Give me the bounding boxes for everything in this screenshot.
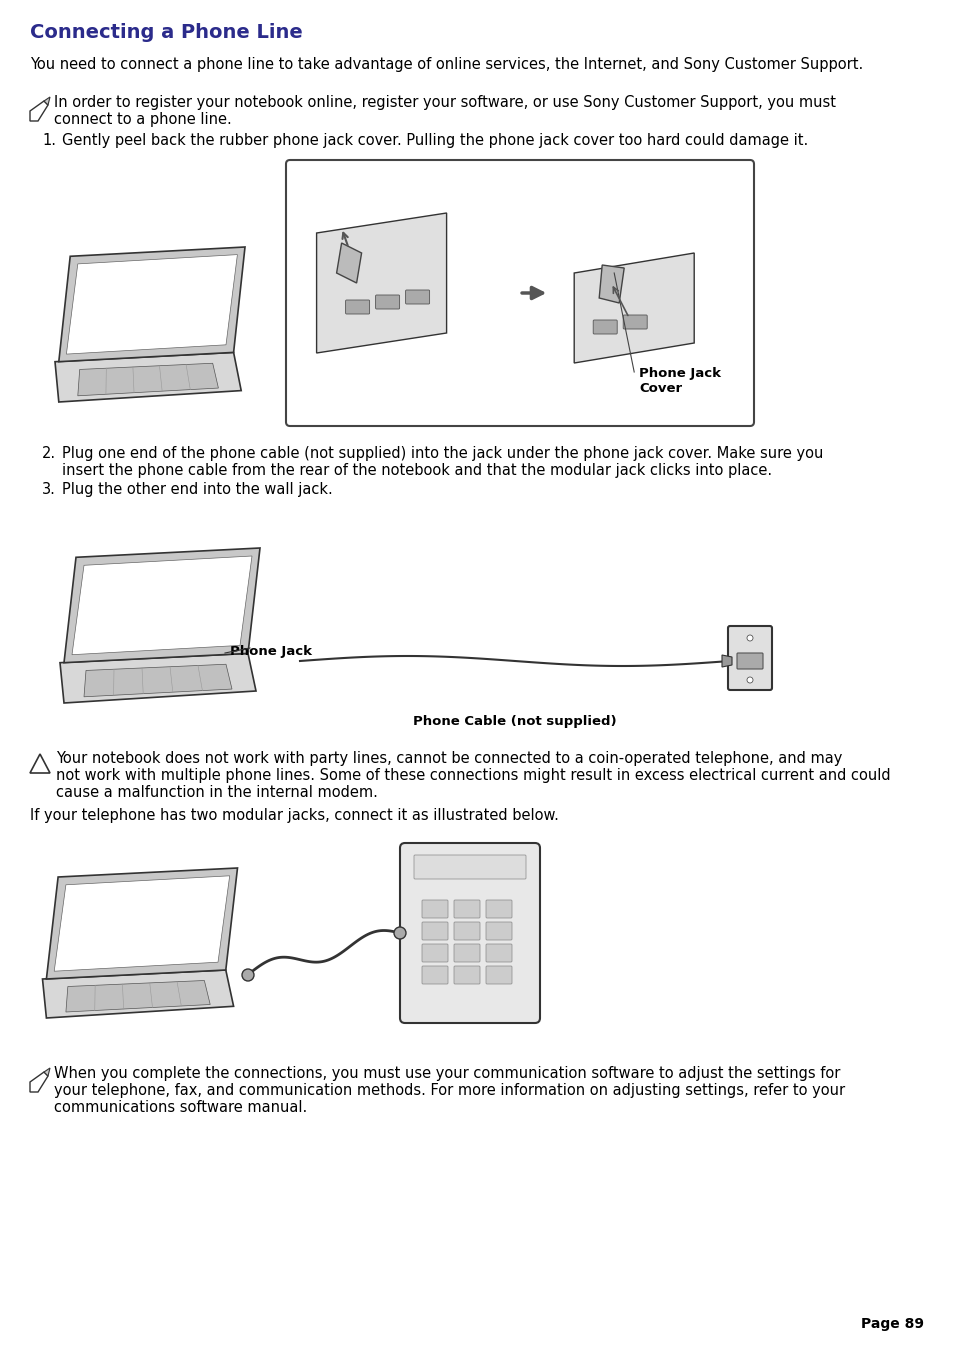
Polygon shape bbox=[30, 1071, 48, 1092]
Polygon shape bbox=[84, 665, 232, 697]
Polygon shape bbox=[54, 875, 230, 971]
Polygon shape bbox=[30, 754, 50, 773]
Text: not work with multiple phone lines. Some of these connections might result in ex: not work with multiple phone lines. Some… bbox=[56, 767, 890, 784]
FancyBboxPatch shape bbox=[421, 966, 448, 984]
FancyBboxPatch shape bbox=[454, 966, 479, 984]
Text: Page 89: Page 89 bbox=[861, 1317, 923, 1331]
FancyBboxPatch shape bbox=[421, 900, 448, 917]
Text: cause a malfunction in the internal modem.: cause a malfunction in the internal mode… bbox=[56, 785, 377, 800]
Text: communications software manual.: communications software manual. bbox=[54, 1100, 307, 1115]
Text: You need to connect a phone line to take advantage of online services, the Inter: You need to connect a phone line to take… bbox=[30, 57, 862, 72]
Polygon shape bbox=[30, 101, 48, 122]
FancyBboxPatch shape bbox=[737, 653, 762, 669]
Polygon shape bbox=[66, 981, 210, 1012]
FancyBboxPatch shape bbox=[414, 855, 525, 880]
Polygon shape bbox=[44, 97, 50, 105]
FancyBboxPatch shape bbox=[421, 921, 448, 940]
Polygon shape bbox=[336, 243, 361, 282]
Text: !: ! bbox=[35, 759, 41, 769]
Text: 3.: 3. bbox=[42, 482, 56, 497]
Text: your telephone, fax, and communication methods. For more information on adjustin: your telephone, fax, and communication m… bbox=[54, 1084, 844, 1098]
Text: Phone Cable (not supplied): Phone Cable (not supplied) bbox=[413, 715, 617, 728]
Circle shape bbox=[746, 677, 752, 684]
Polygon shape bbox=[55, 353, 241, 403]
Polygon shape bbox=[44, 1069, 50, 1075]
Text: When you complete the connections, you must use your communication software to a: When you complete the connections, you m… bbox=[54, 1066, 840, 1081]
Polygon shape bbox=[721, 655, 731, 667]
Text: Plug the other end into the wall jack.: Plug the other end into the wall jack. bbox=[62, 482, 333, 497]
Text: 1.: 1. bbox=[42, 132, 56, 149]
Text: Gently peel back the rubber phone jack cover. Pulling the phone jack cover too h: Gently peel back the rubber phone jack c… bbox=[62, 132, 807, 149]
Text: In order to register your notebook online, register your software, or use Sony C: In order to register your notebook onlin… bbox=[54, 95, 835, 109]
Text: Phone Jack
Cover: Phone Jack Cover bbox=[639, 367, 720, 394]
FancyBboxPatch shape bbox=[421, 944, 448, 962]
Circle shape bbox=[242, 969, 253, 981]
FancyBboxPatch shape bbox=[485, 921, 512, 940]
Polygon shape bbox=[59, 247, 245, 362]
Text: connect to a phone line.: connect to a phone line. bbox=[54, 112, 232, 127]
FancyBboxPatch shape bbox=[454, 900, 479, 917]
Polygon shape bbox=[316, 213, 446, 353]
FancyBboxPatch shape bbox=[399, 843, 539, 1023]
Polygon shape bbox=[43, 970, 233, 1019]
Text: Your notebook does not work with party lines, cannot be connected to a coin-oper: Your notebook does not work with party l… bbox=[56, 751, 841, 766]
FancyBboxPatch shape bbox=[405, 290, 429, 304]
FancyBboxPatch shape bbox=[485, 900, 512, 917]
Text: If your telephone has two modular jacks, connect it as illustrated below.: If your telephone has two modular jacks,… bbox=[30, 808, 558, 823]
FancyBboxPatch shape bbox=[485, 944, 512, 962]
Circle shape bbox=[746, 635, 752, 640]
Polygon shape bbox=[71, 557, 252, 655]
Text: Plug one end of the phone cable (not supplied) into the jack under the phone jac: Plug one end of the phone cable (not sup… bbox=[62, 446, 822, 461]
FancyBboxPatch shape bbox=[375, 295, 399, 309]
Text: Phone Jack: Phone Jack bbox=[230, 644, 312, 658]
Text: Connecting a Phone Line: Connecting a Phone Line bbox=[30, 23, 302, 42]
FancyBboxPatch shape bbox=[485, 966, 512, 984]
Polygon shape bbox=[574, 253, 694, 363]
Polygon shape bbox=[47, 867, 237, 979]
Polygon shape bbox=[60, 654, 255, 703]
FancyBboxPatch shape bbox=[593, 320, 617, 334]
Circle shape bbox=[394, 927, 406, 939]
FancyBboxPatch shape bbox=[727, 626, 771, 690]
FancyBboxPatch shape bbox=[345, 300, 369, 313]
FancyBboxPatch shape bbox=[454, 944, 479, 962]
Polygon shape bbox=[78, 363, 218, 396]
FancyBboxPatch shape bbox=[454, 921, 479, 940]
Text: 2.: 2. bbox=[42, 446, 56, 461]
Polygon shape bbox=[64, 549, 260, 663]
Polygon shape bbox=[598, 265, 623, 303]
FancyBboxPatch shape bbox=[286, 159, 753, 426]
FancyBboxPatch shape bbox=[622, 315, 646, 330]
Polygon shape bbox=[67, 254, 237, 354]
Text: insert the phone cable from the rear of the notebook and that the modular jack c: insert the phone cable from the rear of … bbox=[62, 463, 771, 478]
